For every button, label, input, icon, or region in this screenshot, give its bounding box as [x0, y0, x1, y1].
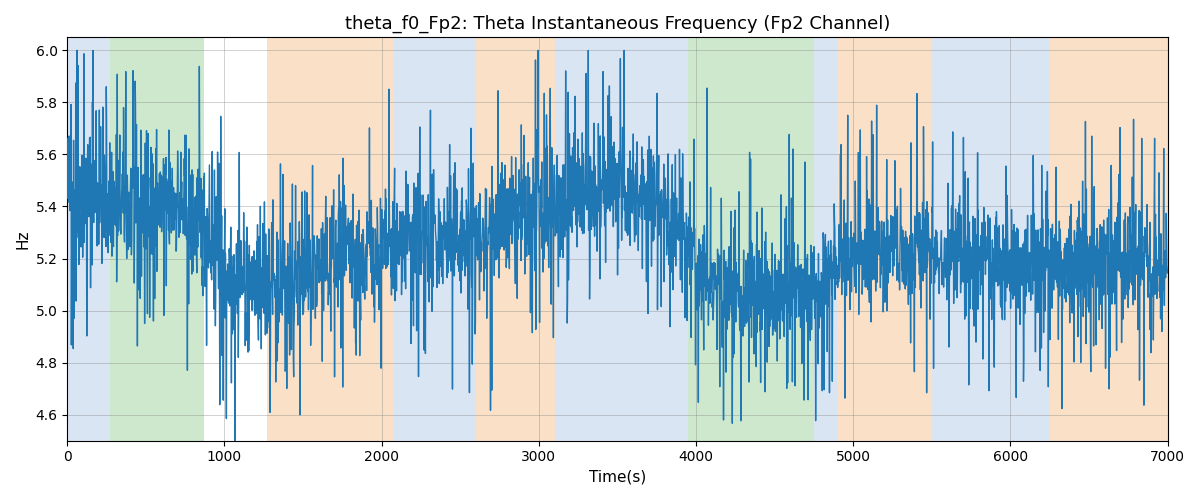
Title: theta_f0_Fp2: Theta Instantaneous Frequency (Fp2 Channel): theta_f0_Fp2: Theta Instantaneous Freque…: [344, 15, 890, 34]
Bar: [67, 38, 109, 440]
Bar: [476, 38, 554, 440]
Bar: [392, 38, 476, 440]
Bar: [266, 38, 392, 440]
X-axis label: Time(s): Time(s): [589, 470, 646, 485]
Bar: [1050, 38, 1168, 440]
Bar: [688, 38, 814, 440]
Bar: [109, 38, 204, 440]
Bar: [814, 38, 838, 440]
Y-axis label: Hz: Hz: [16, 230, 30, 249]
Bar: [931, 38, 1050, 440]
Bar: [554, 38, 688, 440]
Bar: [838, 38, 931, 440]
